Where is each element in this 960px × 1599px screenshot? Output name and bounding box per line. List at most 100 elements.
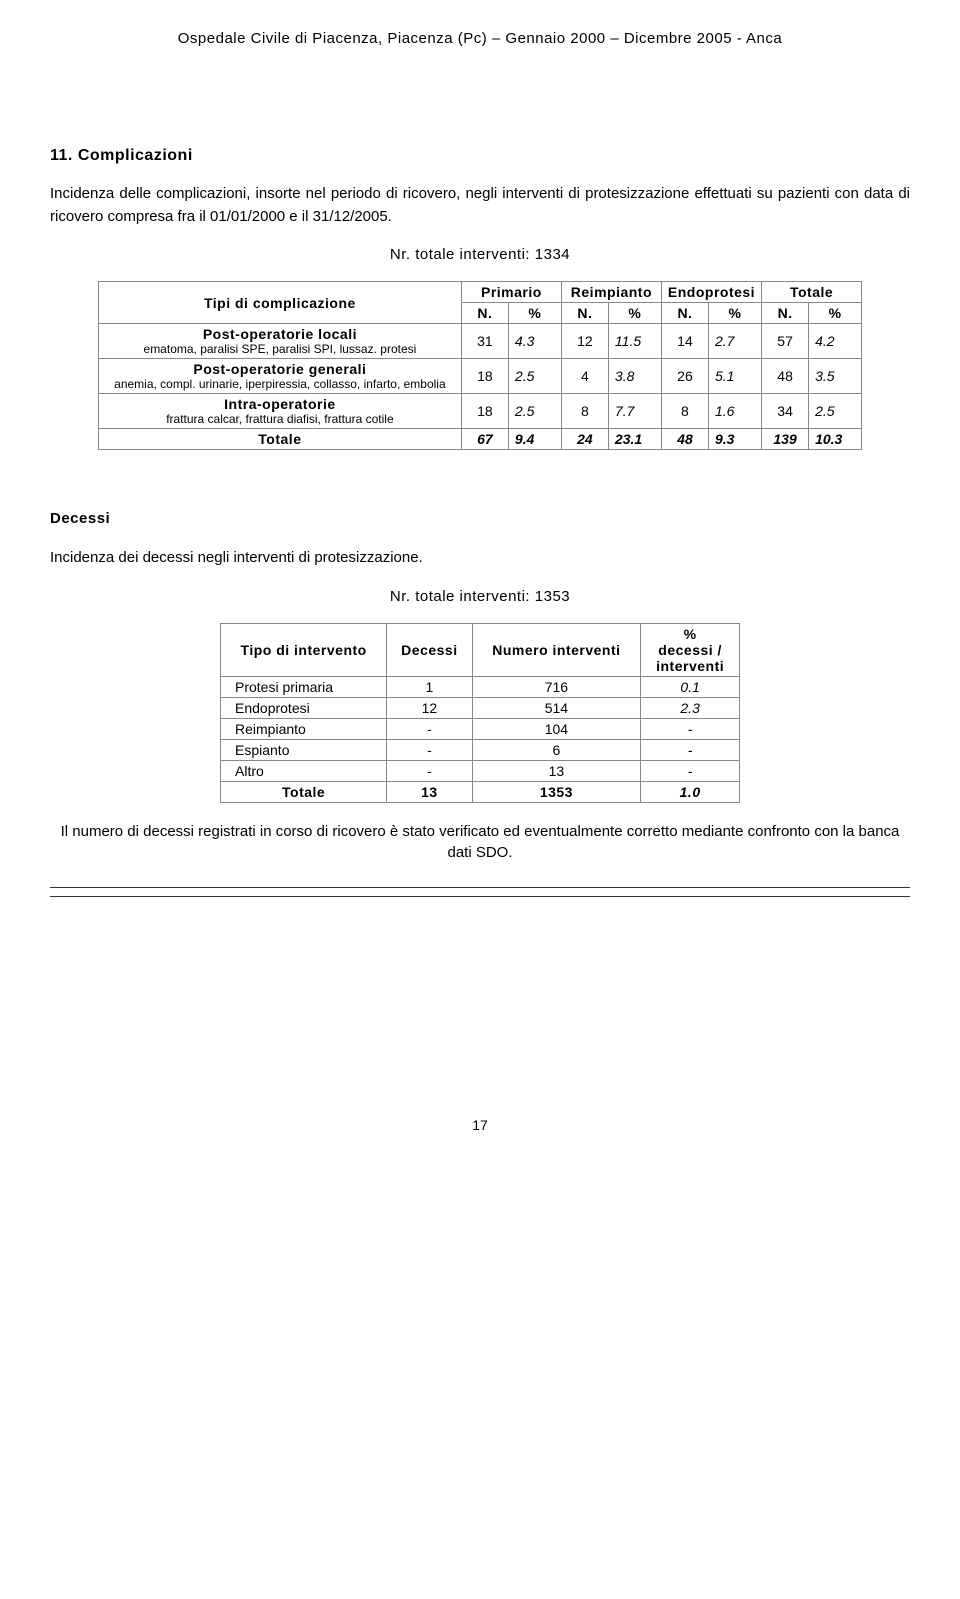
pct-l1: % [684,626,697,642]
sub-n: N. [762,303,809,324]
total-tipo: Totale [221,781,387,802]
numero-cell: 514 [472,697,641,718]
table-row: Espianto-6- [221,739,740,760]
cell: 2.5 [508,359,561,394]
cell: 8 [661,394,708,429]
table-row: Intra-operatoriefrattura calcar, frattur… [98,394,861,429]
decessi-cell: 1 [387,676,472,697]
cell: 57 [762,324,809,359]
table2-total-row: Totale 13 1353 1.0 [221,781,740,802]
pct-cell: - [641,739,740,760]
decessi-interventi: Nr. totale interventi: 1353 [50,588,910,605]
sub-n: N. [461,303,508,324]
cell: 8 [561,394,608,429]
cell: 2.5 [508,394,561,429]
complicazioni-table: Tipi di complicazione Primario Reimpiant… [98,281,862,450]
cell: 139 [762,429,809,450]
cell: 48 [661,429,708,450]
footnote: Il numero di decessi registrati in corso… [50,821,910,863]
sub-pct: % [608,303,661,324]
row-label-bold: Post-operatorie generali [105,361,455,377]
pct-cell: - [641,718,740,739]
decessi-intro: Incidenza dei decessi negli interventi d… [50,547,910,570]
cell: 11.5 [608,324,661,359]
cell: 7.7 [608,394,661,429]
cell: 4 [561,359,608,394]
tipo-cell: Endoprotesi [221,697,387,718]
pct-cell: 0.1 [641,676,740,697]
sub-n: N. [561,303,608,324]
total-label: Totale [98,429,461,450]
col-tipo: Tipo di intervento [221,623,387,676]
table-row: Post-operatorie localiematoma, paralisi … [98,324,861,359]
sub-pct: % [809,303,862,324]
col-numero: Numero interventi [472,623,641,676]
cell: 14 [661,324,708,359]
cell: 2.5 [809,394,862,429]
sub-n: N. [661,303,708,324]
tipo-cell: Protesi primaria [221,676,387,697]
table-row: Protesi primaria17160.1 [221,676,740,697]
table-row: Endoprotesi125142.3 [221,697,740,718]
sub-pct: % [708,303,761,324]
hr-bottom [50,896,910,897]
cell: 26 [661,359,708,394]
cell: 34 [762,394,809,429]
table-row: Altro-13- [221,760,740,781]
cell: 18 [461,394,508,429]
cell: 2.7 [708,324,761,359]
cell: 9.4 [508,429,561,450]
row-label-bold: Post-operatorie locali [105,326,455,342]
cell: 48 [762,359,809,394]
decessi-cell: - [387,760,472,781]
pct-cell: - [641,760,740,781]
hr-top [50,887,910,888]
col-tipi: Tipi di complicazione [98,282,461,324]
row-label-sub: frattura calcar, frattura diafisi, fratt… [105,412,455,426]
table-row: Post-operatorie generalianemia, compl. u… [98,359,861,394]
total-numero: 1353 [472,781,641,802]
cell: 12 [561,324,608,359]
cell: 18 [461,359,508,394]
col-numero-text: Numero interventi [492,642,620,658]
numero-cell: 104 [472,718,641,739]
page-number: 17 [50,1117,910,1133]
row-label-sub: anemia, compl. urinarie, iperpiressia, c… [105,377,455,391]
numero-cell: 6 [472,739,641,760]
tipo-cell: Reimpianto [221,718,387,739]
tipo-cell: Espianto [221,739,387,760]
sub-pct: % [508,303,561,324]
cell: 31 [461,324,508,359]
numero-cell: 13 [472,760,641,781]
col-endoprotesi: Endoprotesi [661,282,761,303]
cell: 5.1 [708,359,761,394]
page-header: Ospedale Civile di Piacenza, Piacenza (P… [50,30,910,47]
pct-cell: 2.3 [641,697,740,718]
cell: 24 [561,429,608,450]
col-pct: % decessi / interventi [641,623,740,676]
col-totale: Totale [762,282,862,303]
interventi-count: Nr. totale interventi: 1334 [50,246,910,263]
table1-total-row: Totale 67 9.4 24 23.1 48 9.3 139 10.3 [98,429,861,450]
col-primario: Primario [461,282,561,303]
cell: 23.1 [608,429,661,450]
row-label: Intra-operatoriefrattura calcar, frattur… [98,394,461,429]
cell: 4.2 [809,324,862,359]
decessi-cell: - [387,739,472,760]
col-reimpianto: Reimpianto [561,282,661,303]
cell: 67 [461,429,508,450]
total-pct: 1.0 [641,781,740,802]
cell: 4.3 [508,324,561,359]
section-intro: Incidenza delle complicazioni, insorte n… [50,183,910,228]
section-title: 11. Complicazioni [50,147,910,165]
row-label-sub: ematoma, paralisi SPE, paralisi SPI, lus… [105,342,455,356]
row-label: Post-operatorie generalianemia, compl. u… [98,359,461,394]
cell: 9.3 [708,429,761,450]
decessi-table: Tipo di intervento Decessi Numero interv… [220,623,740,803]
tipo-cell: Altro [221,760,387,781]
row-label-bold: Intra-operatorie [105,396,455,412]
decessi-title: Decessi [50,510,910,527]
table-row: Reimpianto-104- [221,718,740,739]
cell: 3.8 [608,359,661,394]
section-number: 11. [50,147,73,164]
